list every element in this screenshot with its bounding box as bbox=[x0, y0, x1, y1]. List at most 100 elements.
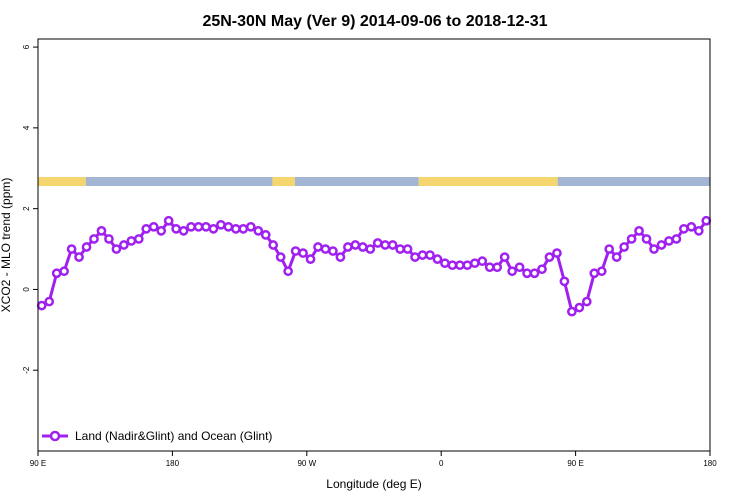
data-point bbox=[148, 221, 159, 232]
data-point bbox=[469, 258, 480, 269]
data-point bbox=[313, 242, 323, 252]
data-point bbox=[477, 256, 488, 267]
x-axis-label: Longitude (deg E) bbox=[326, 477, 421, 491]
data-point bbox=[664, 236, 674, 246]
data-point bbox=[544, 252, 555, 262]
surface-strip-ocean-5 bbox=[557, 177, 710, 186]
data-point bbox=[275, 252, 286, 262]
data-point bbox=[589, 268, 600, 279]
data-point bbox=[611, 252, 622, 262]
data-point bbox=[81, 242, 92, 252]
data-point bbox=[679, 223, 689, 234]
series-line-0 bbox=[40, 219, 708, 314]
data-point bbox=[656, 240, 667, 250]
data-point bbox=[425, 250, 435, 260]
y-tick-label-4: 6 bbox=[22, 44, 31, 49]
data-point bbox=[320, 244, 331, 254]
x-tick-label-5: 180 bbox=[703, 459, 717, 468]
data-point bbox=[499, 252, 510, 262]
y-tick-label-2: 2 bbox=[22, 206, 31, 211]
data-point bbox=[350, 240, 361, 250]
data-point bbox=[208, 223, 219, 234]
data-point bbox=[141, 223, 152, 234]
data-point bbox=[440, 258, 450, 269]
data-point bbox=[417, 250, 428, 260]
y-tick-label-1: 0 bbox=[22, 287, 31, 292]
data-point bbox=[567, 306, 577, 317]
data-point bbox=[596, 266, 607, 277]
data-point bbox=[671, 234, 682, 244]
data-point bbox=[514, 262, 525, 273]
data-point bbox=[156, 226, 167, 236]
data-point bbox=[357, 242, 368, 252]
data-point bbox=[283, 266, 293, 277]
data-point bbox=[484, 262, 495, 273]
data-point bbox=[260, 230, 271, 240]
data-point bbox=[507, 266, 517, 277]
surface-strip-ocean-1 bbox=[85, 177, 273, 186]
data-point bbox=[634, 226, 644, 236]
data-point bbox=[462, 260, 473, 271]
chart-title: 25N-30N May (Ver 9) 2014-09-06 to 2018-1… bbox=[202, 13, 547, 30]
data-point bbox=[111, 244, 122, 254]
data-point bbox=[231, 223, 241, 234]
data-point bbox=[649, 244, 659, 254]
legend-marker bbox=[49, 430, 61, 442]
data-point bbox=[641, 234, 652, 244]
data-point bbox=[201, 221, 211, 232]
data-point bbox=[343, 242, 353, 252]
x-tick-label-1: 180 bbox=[166, 459, 180, 468]
data-point bbox=[298, 248, 308, 258]
data-point bbox=[604, 244, 615, 254]
data-point bbox=[447, 260, 458, 271]
surface-strip-ocean-3 bbox=[294, 177, 419, 186]
axis-ticks: -2 0 2 4 6 90 E 180 90 W 0 90 E 180 bbox=[22, 44, 717, 468]
data-point bbox=[290, 246, 301, 256]
data-point bbox=[380, 240, 391, 250]
data-point bbox=[693, 226, 704, 236]
data-point bbox=[701, 215, 712, 226]
data-point bbox=[686, 221, 697, 232]
data-point bbox=[305, 254, 316, 264]
data-point bbox=[193, 221, 204, 232]
surface-strip-land-0 bbox=[38, 177, 86, 186]
data-point bbox=[402, 244, 413, 254]
plot-frame bbox=[37, 38, 711, 452]
data-point bbox=[268, 240, 279, 250]
y-tick-label-0: -2 bbox=[22, 366, 31, 374]
data-point bbox=[529, 268, 540, 279]
data-point bbox=[126, 236, 137, 246]
data-point bbox=[619, 242, 629, 252]
data-point bbox=[89, 234, 99, 244]
data-point bbox=[186, 221, 196, 232]
data-point bbox=[387, 240, 398, 250]
data-point bbox=[36, 300, 47, 311]
y-axis-label: XCO2 - MLO trend (ppm) bbox=[0, 178, 13, 313]
data-point bbox=[74, 252, 84, 262]
data-point bbox=[395, 244, 405, 254]
data-point bbox=[163, 215, 174, 226]
y-tick-label-3: 4 bbox=[22, 125, 31, 130]
data-point bbox=[365, 244, 376, 254]
series-layer bbox=[36, 215, 712, 317]
x-tick-label-0: 90 E bbox=[30, 459, 46, 468]
data-point bbox=[51, 268, 62, 279]
data-point bbox=[119, 240, 129, 250]
data-point bbox=[626, 234, 637, 244]
data-point bbox=[410, 252, 420, 262]
legend: Land (Nadir&Glint) and Ocean (Glint) bbox=[42, 429, 272, 443]
data-point bbox=[455, 260, 465, 271]
data-point bbox=[171, 223, 181, 234]
data-point bbox=[581, 296, 592, 307]
x-tick-label-3: 0 bbox=[439, 459, 444, 468]
data-point bbox=[133, 234, 144, 244]
data-point bbox=[66, 244, 77, 254]
data-point bbox=[96, 226, 107, 236]
data-point bbox=[238, 223, 249, 234]
surface-strip-land-2 bbox=[272, 177, 295, 186]
data-point bbox=[537, 264, 547, 275]
data-point bbox=[372, 238, 383, 248]
legend-label: Land (Nadir&Glint) and Ocean (Glint) bbox=[75, 429, 272, 443]
data-point bbox=[432, 254, 443, 264]
